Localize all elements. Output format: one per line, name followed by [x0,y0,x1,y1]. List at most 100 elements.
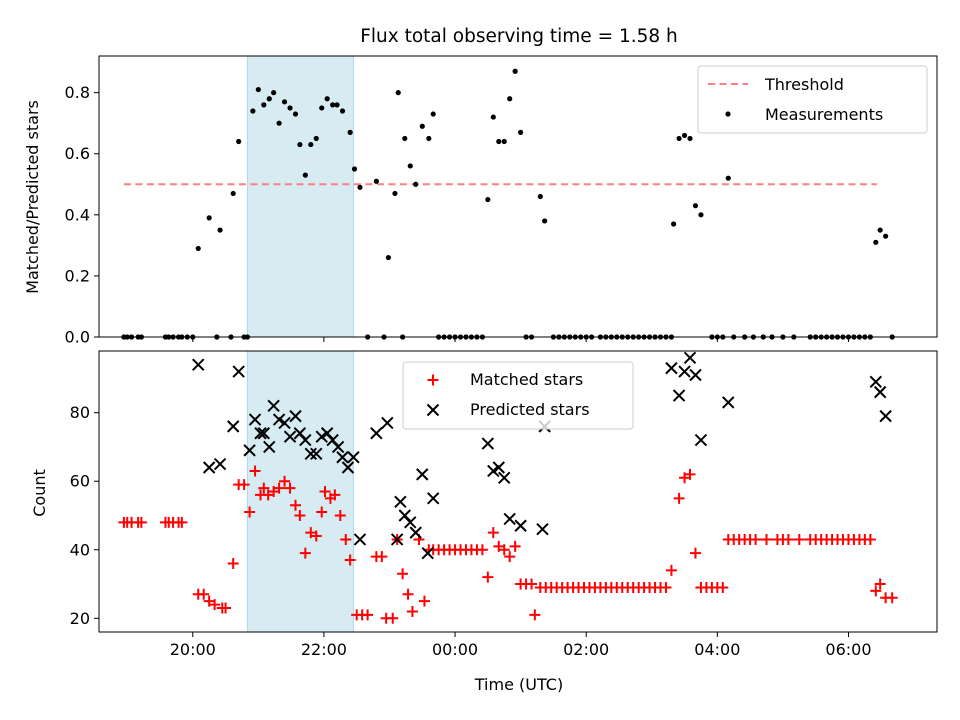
measurement-point [266,96,272,102]
measurement-point [692,203,699,209]
measurement-point [357,184,363,190]
bottom-legend-box [402,361,634,430]
measurement-point [276,120,282,126]
measurement-point [395,90,401,96]
predicted-star-point [267,399,280,413]
measurement-point [419,123,425,129]
measurement-point [873,239,879,245]
chart-title: Flux total observing time = 1.58 h [360,26,678,47]
matched-star-point [402,588,414,600]
predicted-star-point [421,546,434,560]
measurement-point [490,114,496,120]
matched-star-point [176,516,188,528]
measurement-point [319,105,325,111]
matched-star-point [660,581,672,593]
predicted-star-point [289,409,302,423]
bottom-y-axis-label: Count [30,469,49,517]
bottom-y-ticks: 20 40 60 80 [70,403,99,628]
measurement-point [426,135,432,142]
measurement-point [877,227,883,233]
predicted-star-point [202,461,216,474]
predicted-star-point [390,533,404,546]
predicted-star-point [192,358,205,371]
matched-star-point [299,547,311,559]
matched-star-point [665,564,677,576]
measurement-point [351,166,358,172]
measurement-point [217,227,223,233]
measurement-point [883,233,889,239]
measurement-point [302,172,308,178]
predicted-star-point [315,430,328,443]
predicted-star-point [873,385,887,399]
bottom-legend: Matched stars Predicted stars [402,361,634,430]
predicted-star-point [272,413,286,426]
predicted-star-point [331,440,345,454]
measurement-point [537,193,543,200]
top-shaded-span [246,55,354,338]
matched-star-point [340,533,352,545]
predicted-star-point [487,464,500,478]
predicted-star-point [404,516,417,529]
bottom-y-tick-label: 80 [70,403,90,422]
predicted-star-point [232,365,245,378]
matched-star-point [227,557,239,569]
measurement-point [324,96,330,102]
bottom-x-tick-label: 04:00 [694,640,740,659]
bottom-x-tick-label: 20:00 [170,640,216,659]
measurement-point [725,175,731,181]
top-y-ticks: 0.0 0.2 0.4 0.6 0.8 [65,83,99,347]
predicted-star-point [213,457,227,471]
top-y-tick-label: 0.0 [65,328,90,347]
measurement-point [292,111,299,117]
predicted-star-point [254,427,267,440]
measurement-point [698,212,704,218]
matched-star-point [406,605,418,617]
measurement-point [392,190,398,197]
matched-star-point [135,516,147,528]
predicted-star-point [689,368,702,382]
top-y-axis-label: Matched/Predicted stars [23,100,42,294]
legend-predicted-swatch [426,403,440,417]
predicted-star-points [192,351,892,560]
legend-predicted-label: Predicted stars [470,400,590,419]
predicted-star-point [722,396,735,409]
matched-star-point [329,489,341,501]
matched-star-point [782,533,794,545]
measurement-point [413,181,419,187]
predicted-star-point [226,420,240,433]
top-y-tick-label: 0.2 [65,266,90,285]
measurement-point [671,221,677,227]
predicted-star-point [409,526,422,539]
predicted-star-point [416,468,429,481]
measurement-point [236,138,242,145]
legend-matched-marker [427,374,439,386]
matched-star-point [279,475,291,487]
predicted-star-point [310,447,323,461]
predicted-star-point [304,447,318,461]
matched-star-point [387,612,399,624]
predicted-star-point [248,413,262,426]
measurement-point [681,132,688,139]
bottom-x-tick-label: 00:00 [432,640,478,659]
predicted-star-point [678,365,691,378]
top-y-tick-label: 0.8 [65,83,90,102]
measurement-point [313,135,319,142]
predicted-star-point [263,440,276,454]
measurement-point [402,135,408,142]
matched-star-point [273,482,285,494]
measurement-point [407,163,413,169]
matched-star-point [198,588,210,600]
measurement-point [195,245,201,252]
matched-star-points [118,465,898,624]
matched-star-point [673,492,685,504]
measurement-point [542,218,548,224]
measurement-point [518,129,524,135]
legend-measurement-swatch [725,111,731,117]
bottom-x-tick-label: 06:00 [825,640,871,659]
legend-threshold-label: Threshold [764,75,844,94]
measurement-point [255,86,261,93]
matched-star-point [864,533,876,545]
measurement-point [347,129,353,135]
matched-star-point [249,465,261,477]
